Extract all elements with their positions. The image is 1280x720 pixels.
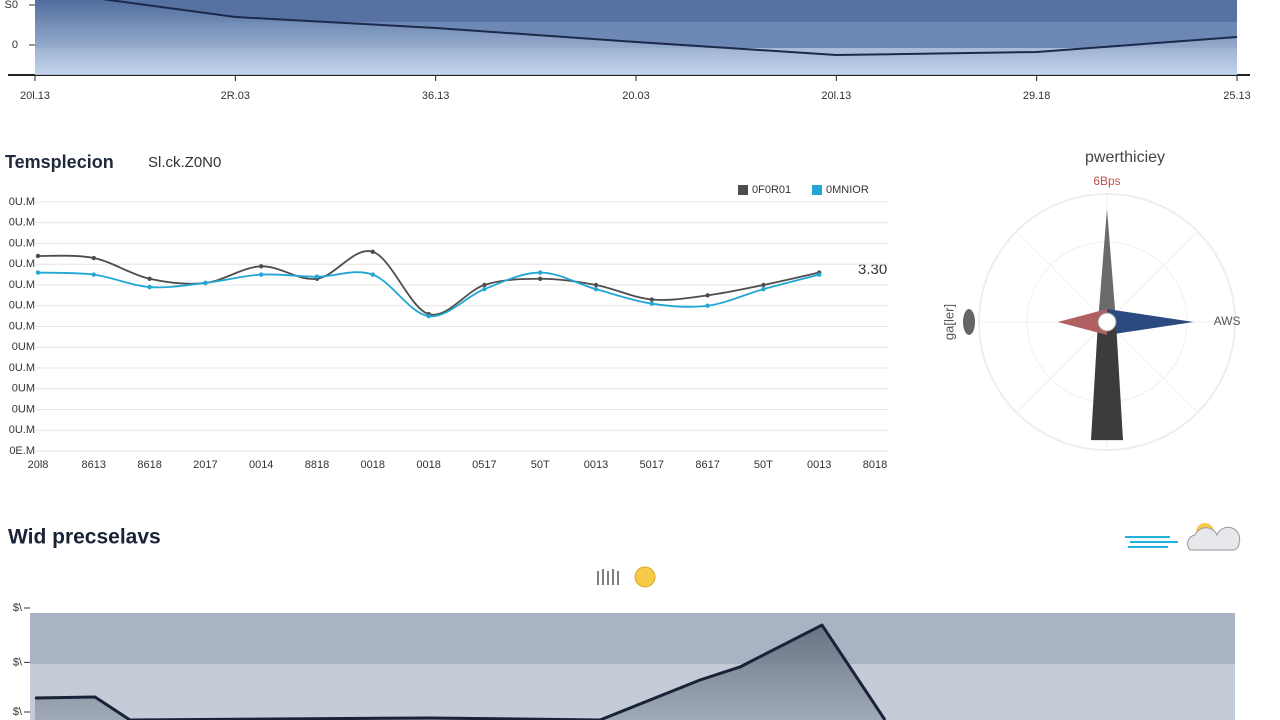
wind-needle (1098, 208, 1116, 322)
direction-label: AWS (1214, 314, 1241, 328)
point (35, 270, 41, 275)
x-tick-label: 8818 (305, 459, 329, 471)
y-tick-label: 0 (12, 39, 18, 51)
point (35, 253, 41, 259)
chart-subtitle: Sl.ck.Z0N0 (148, 154, 221, 171)
y-tick-label: 0UM (12, 341, 35, 353)
point (370, 272, 375, 277)
point (91, 272, 97, 277)
point (817, 272, 822, 277)
x-tick-label: 0013 (584, 459, 608, 471)
point (705, 293, 710, 298)
y-tick-label: 0U.M (9, 300, 35, 312)
y-tick-label: 0UM (12, 403, 35, 415)
x-tick-label: 50T (531, 459, 550, 471)
x-tick-label: 20l.13 (821, 90, 851, 102)
chart-title: pwerthiciey (1085, 149, 1165, 166)
x-tick-label: 36.13 (422, 90, 450, 102)
y-tick-label: 0U.M (9, 362, 35, 374)
point (426, 313, 431, 319)
chart-title: Wid precselavs (8, 526, 161, 549)
x-tick-label: 0013 (807, 459, 831, 471)
point (593, 282, 599, 288)
icon (963, 309, 975, 335)
weather-icon (1125, 523, 1241, 551)
point (259, 272, 264, 277)
area (35, 0, 1237, 75)
point (259, 264, 264, 269)
y-tick-label: 0U.M (9, 258, 35, 270)
y-tick-label: 0U.M (9, 196, 35, 208)
x-tick-label: 20.03 (622, 90, 650, 102)
y-tick-label: 0U.M (9, 237, 35, 249)
center (1097, 312, 1117, 332)
y-tick-label: $\ (13, 656, 23, 668)
x-tick-label: 50T (754, 459, 773, 471)
x-tick-label: 0517 (472, 459, 496, 471)
point (147, 276, 152, 281)
legend-label: 0F0R01 (752, 184, 791, 196)
line (101, 0, 1238, 56)
y-tick-label: 0UM (12, 383, 35, 395)
point (593, 286, 599, 292)
x-tick-label: 8613 (82, 459, 106, 471)
area (35, 625, 885, 720)
x-tick-label: 5017 (640, 459, 664, 471)
point (370, 249, 375, 254)
x-tick-label: 8018 (863, 459, 887, 471)
point (761, 282, 766, 288)
point (538, 276, 543, 281)
x-tick-label: 0018 (416, 459, 440, 471)
x-tick-label: 2R.03 (221, 90, 250, 102)
point (482, 286, 487, 292)
annotation: 3.30 (858, 261, 887, 278)
point (147, 284, 152, 290)
y-tick-label: 0U.M (9, 424, 35, 436)
legend-marker (812, 185, 822, 195)
x-tick-label: 0018 (361, 459, 385, 471)
point (538, 270, 543, 275)
point (761, 286, 766, 292)
y-tick-label: 0U.M (9, 217, 35, 229)
chart-subtitle: 6Bps (1093, 174, 1120, 188)
wind-needle (1107, 309, 1194, 335)
x-tick-label: 2017 (193, 459, 217, 471)
chart-title: Temsplecion (5, 152, 114, 172)
point (482, 282, 487, 288)
line (34, 623, 887, 720)
y-tick-label: 0U.M (9, 279, 35, 291)
point (649, 297, 654, 302)
x-tick-label: 8617 (695, 459, 719, 471)
x-tick-label: 20l.13 (20, 90, 50, 102)
y-tick-label: $\ (13, 706, 23, 718)
point (705, 303, 710, 308)
y-tick-label: 0E.M (9, 445, 35, 457)
point (91, 255, 97, 261)
wind-needle (1091, 322, 1123, 441)
y-tick-label: $\ (13, 602, 23, 614)
line (37, 250, 820, 316)
x-tick-label: 0014 (249, 459, 273, 471)
point (203, 280, 208, 286)
point (649, 301, 654, 306)
x-tick-label: 20l8 (28, 459, 49, 471)
legend-label: 0MNIOR (826, 184, 869, 196)
y-tick-label: 0U.M (9, 320, 35, 332)
wind-needle (1057, 309, 1107, 335)
legend-marker (738, 185, 748, 195)
point (314, 274, 320, 279)
x-tick-label: 29.18 (1023, 90, 1051, 102)
axis-label: ga[ler] (941, 304, 956, 340)
y-tick-label: S0 (5, 0, 18, 11)
band (35, 0, 1237, 22)
weather-icon (597, 566, 656, 588)
plot-background (30, 613, 1235, 664)
line (37, 271, 820, 318)
x-tick-label: 8618 (137, 459, 161, 471)
x-tick-label: 25.13 (1223, 90, 1251, 102)
